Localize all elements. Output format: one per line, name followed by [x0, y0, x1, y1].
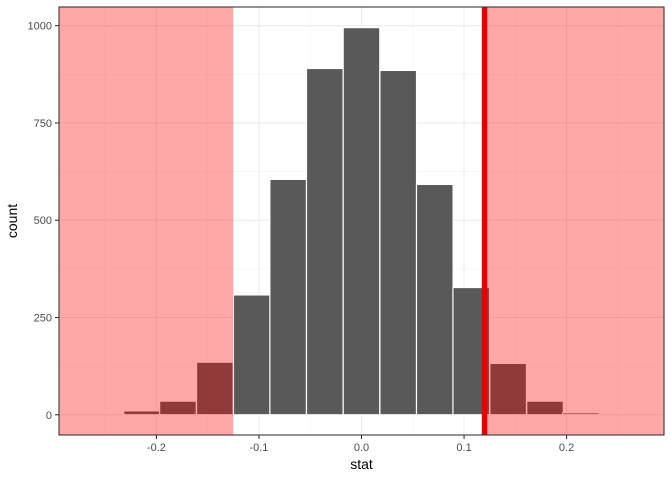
- x-tick-label: 0.1: [456, 442, 471, 454]
- shaded-region: [59, 7, 234, 435]
- x-tick-label: -0.1: [249, 442, 268, 454]
- histogram-bar: [342, 27, 381, 416]
- histogram-bar: [415, 183, 454, 416]
- y-tick-label: 0: [46, 410, 52, 422]
- x-tick-label: 0.0: [354, 442, 369, 454]
- histogram-bar: [195, 361, 234, 416]
- histogram-bar: [232, 294, 271, 416]
- shaded-tail-regions: [59, 7, 664, 435]
- y-axis-title: count: [4, 204, 20, 238]
- histogram-bar: [562, 412, 600, 416]
- x-tick-label: -0.2: [147, 442, 166, 454]
- histogram-bar: [489, 362, 528, 416]
- axis-ticks: -0.2 -0.1 0.0 0.1 0.2 0 250 500 750 1000: [28, 21, 575, 454]
- shaded-region: [484, 7, 664, 435]
- histogram-bar: [269, 178, 308, 416]
- x-axis-title: stat: [350, 456, 373, 472]
- y-tick-label: 500: [34, 215, 52, 227]
- histogram-bar: [526, 400, 564, 416]
- histogram-bar: [305, 67, 344, 416]
- y-tick-label: 750: [34, 118, 52, 130]
- y-tick-label: 1000: [28, 21, 52, 33]
- x-tick-label: 0.2: [559, 442, 574, 454]
- histogram-bars: [123, 27, 600, 416]
- y-tick-label: 250: [34, 312, 52, 324]
- histogram-bar: [379, 69, 418, 416]
